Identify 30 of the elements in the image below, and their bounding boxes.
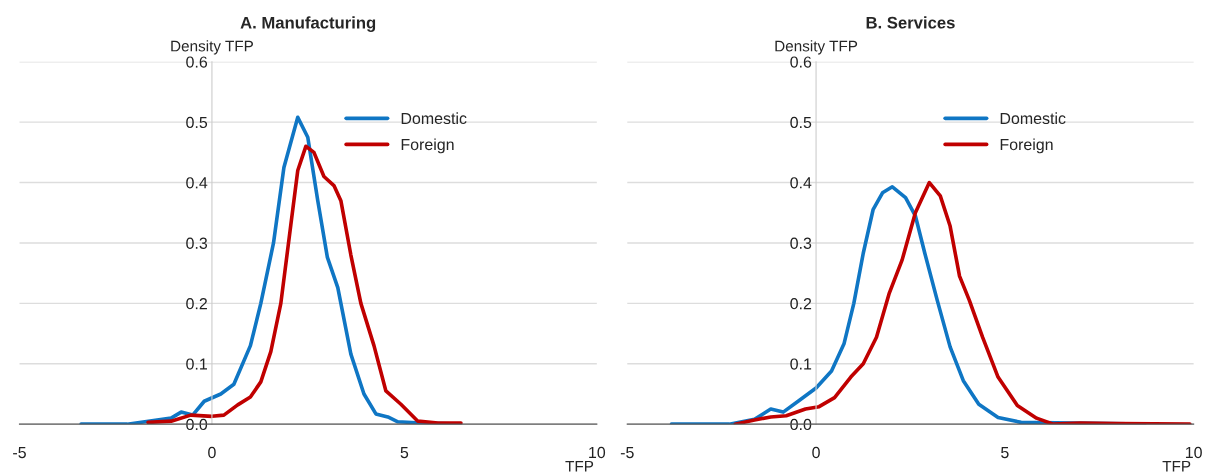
y-tick-label: 0.1 xyxy=(186,358,207,370)
y-axis-title: Density TFP xyxy=(171,40,254,55)
x-tick-label: 0 xyxy=(812,446,820,459)
y-tick-label: 0.2 xyxy=(790,298,812,310)
y-tick-label: 0.4 xyxy=(186,177,208,189)
legend-label: Foreign xyxy=(401,138,454,154)
x-axis-title: TFP xyxy=(1162,460,1191,472)
legend-label: Foreign xyxy=(1000,138,1053,154)
y-tick-label: 0.2 xyxy=(186,298,207,310)
legend-label: Domestic xyxy=(401,112,467,125)
chart-title: B. Services xyxy=(866,16,955,29)
y-tick-label: 0.3 xyxy=(790,237,812,249)
y-axis-title: Density TFP xyxy=(775,40,858,55)
y-tick-label: 0.6 xyxy=(186,56,208,68)
x-axis-title: TFP xyxy=(565,460,594,472)
chart-title: A. Manufacturing xyxy=(240,16,376,32)
x-tick-label: -5 xyxy=(13,446,26,459)
y-tick-label: 0.5 xyxy=(790,116,812,129)
y-tick-label: 0.1 xyxy=(790,358,812,370)
legend-label: Domestic xyxy=(1000,112,1066,125)
x-tick-label: 0 xyxy=(208,446,216,459)
x-tick-label: 5 xyxy=(400,446,409,459)
y-tick-label: 0.3 xyxy=(186,237,208,249)
y-tick-label: 0.4 xyxy=(790,177,812,189)
y-tick-label: 0.5 xyxy=(186,116,208,129)
x-tick-label: 5 xyxy=(1001,446,1009,459)
y-tick-label: 0.6 xyxy=(790,56,812,68)
x-tick-label: 10 xyxy=(1185,446,1202,459)
x-tick-label: 10 xyxy=(589,446,606,459)
x-tick-label: -5 xyxy=(620,446,634,459)
